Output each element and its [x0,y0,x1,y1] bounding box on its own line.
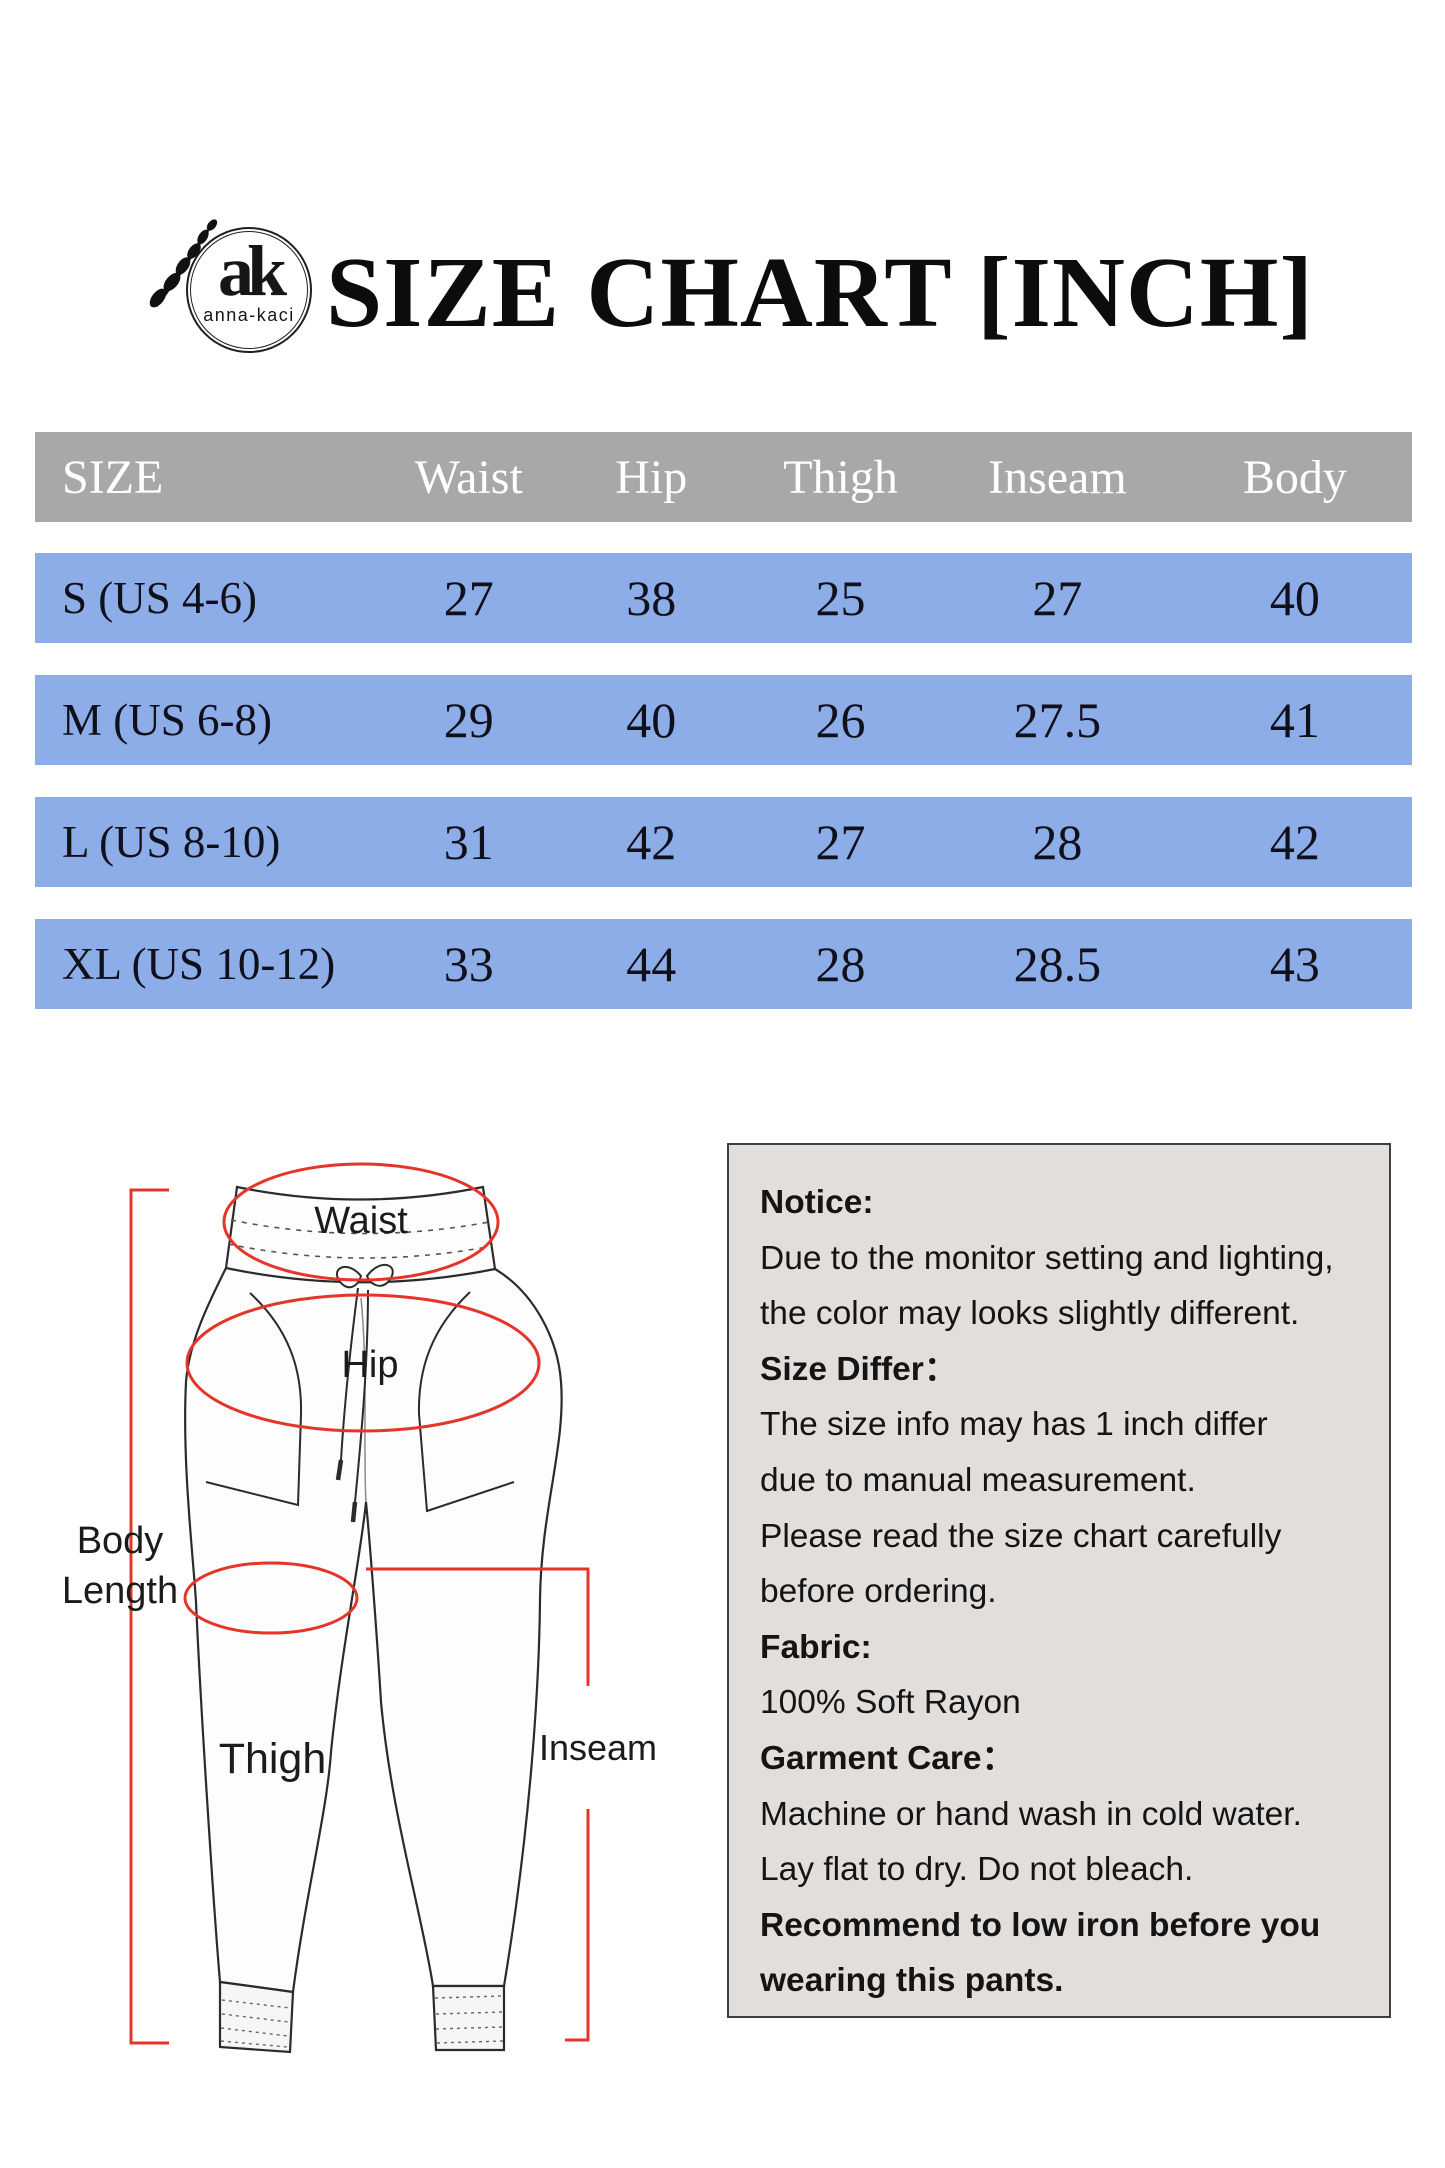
brand-logo: ak anna-kaci [186,227,312,353]
cell-body: 43 [1269,936,1320,992]
table-header-row: SIZE Waist Hip Thigh Inseam Body [35,432,1412,522]
cell-thigh: 27 [815,814,866,870]
notice-heading: Notice: [760,1184,874,1221]
right-cuff [431,1984,506,2052]
notice-box: Notice: Due to the monitor setting and l… [727,1143,1391,2018]
notice-text: Please read the size chart carefully [760,1517,1282,1555]
cell-inseam: 27.5 [1013,692,1102,748]
body-length-label: Body Length [61,1520,179,1612]
cell-body: 42 [1269,814,1320,870]
inseam-line-top [366,1567,590,1686]
waistband-stitch-line [227,1243,493,1259]
inseam-label: Inseam [538,1727,658,1768]
cell-waist: 29 [443,692,494,748]
waistband-seam [225,1266,496,1284]
cell-thigh: 26 [815,692,866,748]
notice-text: the color may looks slightly different. [760,1295,1300,1333]
column-header-hip: Hip [615,450,688,504]
row-label: S (US 4-6) [62,573,258,623]
notice-text: before ordering. [760,1573,997,1611]
drawstring-aglet [335,1459,344,1481]
logo-brand-text: anna-kaci [203,305,295,325]
waistband-stitch-line [230,1219,490,1235]
cell-waist: 31 [443,814,494,870]
cell-inseam: 28 [1032,814,1083,870]
cell-inseam: 27 [1032,570,1083,626]
waist-label: Waist [314,1200,408,1242]
garment-care-heading: Garment Care： [760,1739,1016,1777]
cell-thigh: 28 [815,936,866,992]
drawstring-bow [336,1265,363,1289]
drawstring-cord [354,1289,369,1503]
leaf-branch-icon [149,219,218,308]
garment-care-text: Lay flat to dry. Do not bleach. [760,1851,1194,1889]
cell-body: 40 [1269,570,1320,626]
notice-text: The size info may has 1 inch differ [760,1406,1268,1444]
waist-measure-ellipse [222,1162,500,1282]
cell-inseam: 28.5 [1013,936,1102,992]
logo-inner-ring [190,231,308,349]
pants-silhouette [184,1185,563,1994]
left-cuff [218,1980,295,2054]
row-label: XL (US 10-12) [62,939,336,989]
cell-hip: 40 [626,692,677,748]
logo-monogram: ak [217,231,287,311]
cell-hip: 44 [626,936,677,992]
notice-text: due to manual measurement. [760,1461,1196,1499]
cell-thigh: 25 [815,570,866,626]
drawstring-aglet [350,1501,358,1523]
inseam-line-bottom [565,1809,590,2042]
size-differ-heading: Size Differ： [760,1350,958,1388]
table-row-l: L (US 8-10) 31 42 27 28 42 [35,797,1412,887]
cell-waist: 27 [443,570,494,626]
row-label: M (US 6-8) [62,695,272,745]
thigh-label: Thigh [218,1735,327,1783]
table-row-m: M (US 6-8) 29 40 26 27.5 41 [35,675,1412,765]
left-cuff-stitching [220,1999,291,2048]
page-title: SIZE CHART [INCH] [325,236,1315,348]
pants-diagram [129,1162,590,2054]
right-pocket [417,1291,515,1513]
table-row-xl: XL (US 10-12) 33 44 28 28.5 43 [35,919,1412,1009]
column-header-body: Body [1242,450,1347,504]
column-header-size: SIZE [62,450,164,504]
body-length-bracket [129,1188,169,2045]
logo-outer-ring [186,227,312,353]
cell-hip: 38 [626,570,677,626]
notice-text: Due to the monitor setting and lighting, [760,1239,1334,1277]
hip-measure-ellipse [185,1293,541,1433]
recommend-text: Recommend to low iron before you [760,1906,1321,1944]
cell-waist: 33 [443,936,494,992]
hip-label: Hip [341,1344,399,1386]
column-header-thigh: Thigh [783,450,898,504]
cell-hip: 42 [626,814,677,870]
fabric-heading: Fabric: [760,1628,872,1666]
garment-care-text: Machine or hand wash in cold water. [760,1795,1302,1833]
cell-body: 41 [1269,692,1320,748]
column-header-waist: Waist [414,450,523,504]
center-seam [360,1297,367,1503]
table-row-s: S (US 4-6) 27 38 25 27 40 [35,553,1412,643]
fabric-text: 100% Soft Rayon [760,1684,1021,1722]
row-label: L (US 8-10) [62,817,281,867]
thigh-measure-ellipse [183,1561,359,1635]
column-header-inseam: Inseam [988,450,1127,504]
recommend-text: wearing this pants. [760,1962,1064,2000]
drawstring-cord [340,1287,359,1461]
